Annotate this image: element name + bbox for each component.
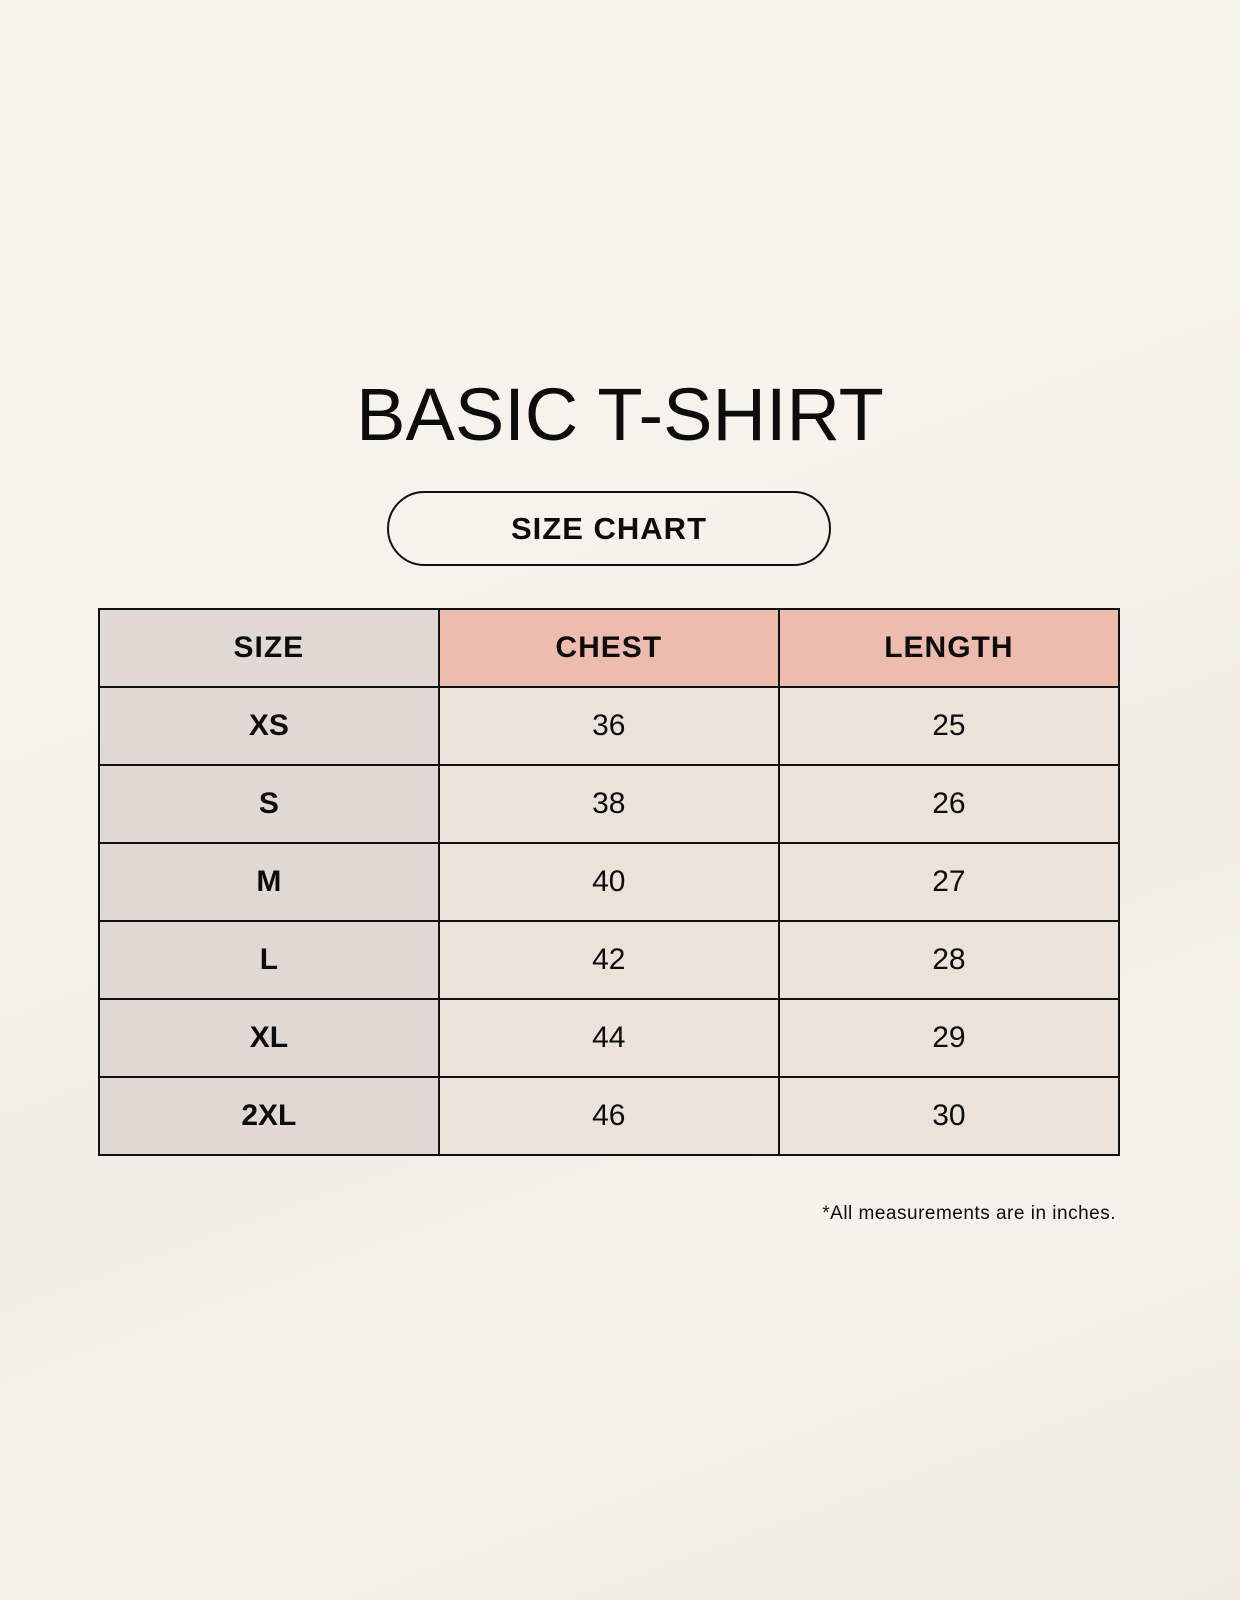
length-cell: 28 <box>777 920 1121 1000</box>
table-row: XS 36 25 <box>98 686 1121 766</box>
chest-cell: 46 <box>437 1076 780 1156</box>
length-cell: 30 <box>777 1076 1121 1156</box>
chest-cell: 36 <box>437 686 780 766</box>
table-row: S 38 26 <box>98 764 1121 844</box>
length-cell: 26 <box>777 764 1121 844</box>
chest-cell: 40 <box>437 842 780 922</box>
chest-cell: 42 <box>437 920 780 1000</box>
length-cell: 27 <box>777 842 1121 922</box>
chest-cell: 44 <box>437 998 780 1078</box>
size-cell: M <box>98 842 440 922</box>
header-chest: CHEST <box>437 608 780 688</box>
measurement-note: *All measurements are in inches. <box>822 1203 1116 1224</box>
page-title: BASIC T-SHIRT <box>356 373 884 456</box>
table-row: XL 44 29 <box>98 998 1121 1078</box>
size-chart-label: SIZE CHART <box>387 491 831 566</box>
table-row: L 42 28 <box>98 920 1121 1000</box>
size-cell: XL <box>98 998 440 1078</box>
size-cell: S <box>98 764 440 844</box>
length-cell: 29 <box>777 998 1121 1078</box>
header-length: LENGTH <box>777 608 1121 688</box>
size-cell: 2XL <box>98 1076 440 1156</box>
size-table: SIZE CHEST LENGTH XS 36 25 S 38 26 M 40 27 L 42 28 X… <box>98 608 1121 1156</box>
length-cell: 25 <box>777 686 1121 766</box>
size-cell: XS <box>98 686 440 766</box>
chest-cell: 38 <box>437 764 780 844</box>
table-row: M 40 27 <box>98 842 1121 922</box>
header-size: SIZE <box>98 608 440 688</box>
size-cell: L <box>98 920 440 1000</box>
table-header-row: SIZE CHEST LENGTH <box>98 608 1121 688</box>
table-row: 2XL 46 30 <box>98 1076 1121 1156</box>
